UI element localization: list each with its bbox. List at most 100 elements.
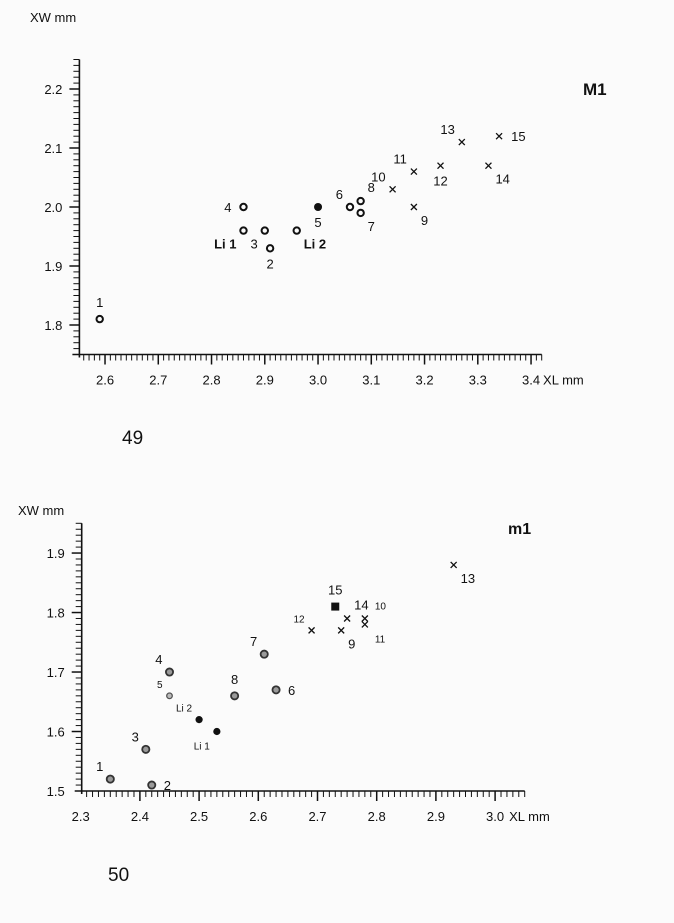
figure-number-49: 49 [122,428,144,449]
point-x-marker [450,561,458,569]
point-label: Li 1 [214,237,236,252]
point-label: 12 [293,614,305,625]
point-label: 3 [132,729,139,744]
point-label: 1 [96,295,103,310]
point-label: 1 [96,759,103,774]
point-label: 4 [155,652,162,667]
chart-title: M1 [583,80,607,99]
y-tick-label: 1.7 [47,665,65,680]
x-axis-label: XL mm [509,809,550,824]
point-label: 15 [328,583,342,598]
point-label: Li 1 [194,742,211,753]
x-tick-label: 2.3 [72,809,90,824]
point-x-marker [361,620,369,628]
point-label: 13 [440,122,454,137]
point-label: 2 [164,778,171,793]
point-x-marker [308,626,316,634]
y-tick-label: 1.9 [44,259,62,274]
y-tick-label: 1.8 [47,606,65,621]
point-open-circle [292,226,301,235]
point-filled-circle [213,727,221,736]
point-x-marker [495,132,503,140]
point-label: 2 [266,256,273,271]
point-filled-circle [314,203,323,211]
point-open-circle [239,226,248,235]
point-label: 15 [511,129,525,144]
point-label: Li 2 [176,704,193,715]
x-tick-label: 2.6 [96,373,114,388]
point-gray-circle [271,685,281,695]
x-tick-label: 2.9 [256,373,274,388]
point-gray-circle [164,667,174,677]
point-label: 5 [157,680,163,691]
point-open-circle [356,196,365,206]
x-tick-label: 3.3 [469,373,487,388]
point-label: 3 [250,237,257,252]
point-open-circle [239,202,248,212]
point-x-marker [410,168,418,176]
point-filled-circle [195,716,203,724]
y-tick-label: 1.9 [47,546,65,561]
point-label: 6 [288,683,295,698]
point-label: 12 [433,174,447,189]
x-axis-label: XL mm [543,373,584,388]
point-label: 14 [354,597,368,612]
x-tick-label: 2.8 [202,373,220,388]
point-label: 13 [461,571,475,586]
chart-M1 [69,59,543,365]
point-x-marker [410,203,418,211]
point-gray-circle [230,691,240,701]
point-open-circle [356,208,365,218]
point-x-marker [337,626,345,634]
x-tick-label: 3.1 [362,373,380,388]
y-tick-label: 1.5 [47,784,65,799]
x-tick-label: 2.9 [427,809,445,824]
point-label: 11 [375,634,386,645]
point-label: 9 [348,636,355,651]
x-tick-label: 2.4 [131,809,149,824]
point-gray-circle [166,692,173,700]
point-gray-circle [141,744,151,754]
x-tick-label: 3.0 [309,373,327,388]
point-x-marker [343,615,351,622]
point-x-marker [484,162,492,170]
y-axis-label: XW mm [30,10,76,25]
point-x-marker [361,615,369,622]
point-gray-circle [147,780,157,790]
point-open-circle [265,244,275,253]
y-tick-label: 2.2 [44,82,62,97]
point-label: 5 [314,215,321,230]
y-tick-label: 1.8 [44,318,62,333]
x-tick-label: 2.5 [190,809,208,824]
point-gray-circle [259,649,269,659]
point-x-marker [437,162,444,170]
point-label: 11 [393,152,407,167]
point-label: 10 [375,601,387,612]
y-tick-label: 2.1 [44,141,62,156]
point-label: 7 [250,634,257,649]
point-label: 10 [371,169,385,184]
x-tick-label: 3.2 [416,373,434,388]
x-tick-label: 2.7 [149,373,167,388]
y-tick-label: 1.6 [47,725,65,740]
point-open-circle [260,226,269,235]
chart-title: m1 [508,521,531,538]
point-label: 8 [368,180,375,195]
point-label: 6 [336,187,343,202]
x-tick-label: 3.4 [522,373,540,388]
x-tick-label: 3.0 [486,809,504,824]
point-gray-circle [105,774,115,784]
figure-number-50: 50 [108,865,130,886]
point-label: 7 [368,219,375,234]
y-tick-label: 2.0 [44,200,62,215]
point-filled-square [331,602,340,611]
chart-m1 [71,522,526,801]
x-tick-label: 2.8 [368,809,386,824]
x-tick-label: 2.7 [308,809,326,824]
point-x-marker [389,185,397,193]
point-x-marker [458,138,466,146]
x-tick-label: 2.6 [249,809,267,824]
point-label: Li 2 [304,237,326,252]
